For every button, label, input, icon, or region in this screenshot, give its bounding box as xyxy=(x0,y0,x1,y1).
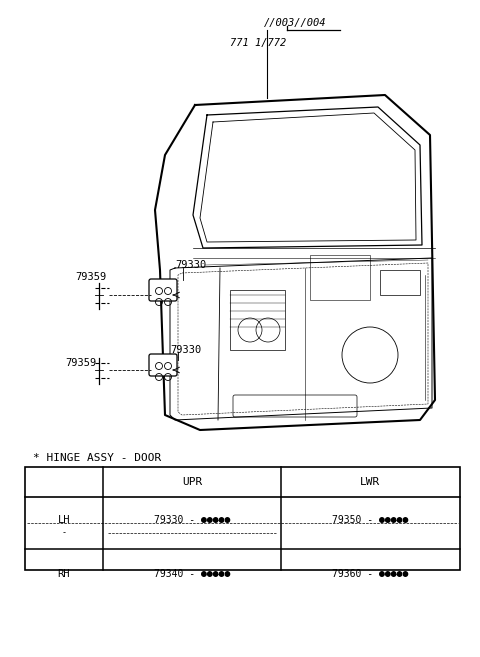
Polygon shape xyxy=(193,107,422,248)
Text: 79340 - ●●●●●: 79340 - ●●●●● xyxy=(154,569,230,579)
Text: 79359: 79359 xyxy=(65,358,96,368)
Text: * HINGE ASSY - DOOR: * HINGE ASSY - DOOR xyxy=(33,453,161,463)
Text: 79330: 79330 xyxy=(170,345,201,355)
Bar xyxy=(25,467,460,570)
Text: 771 1/772: 771 1/772 xyxy=(230,38,286,48)
Bar xyxy=(380,270,420,295)
Text: -: - xyxy=(61,528,67,537)
Text: UPR: UPR xyxy=(182,477,202,487)
Text: //003//004: //003//004 xyxy=(264,18,326,28)
Text: 79360 - ●●●●●: 79360 - ●●●●● xyxy=(332,569,408,579)
Polygon shape xyxy=(155,95,435,430)
FancyBboxPatch shape xyxy=(149,279,177,301)
Bar xyxy=(310,255,370,300)
Text: 79330: 79330 xyxy=(175,260,206,270)
Text: 79350 - ●●●●●: 79350 - ●●●●● xyxy=(332,515,408,525)
Text: 79330 - ●●●●●: 79330 - ●●●●● xyxy=(154,515,230,525)
Text: 79359: 79359 xyxy=(75,272,106,282)
Text: LH: LH xyxy=(58,515,70,525)
Text: LWR: LWR xyxy=(360,477,380,487)
Text: RH: RH xyxy=(58,569,70,579)
FancyBboxPatch shape xyxy=(149,354,177,376)
